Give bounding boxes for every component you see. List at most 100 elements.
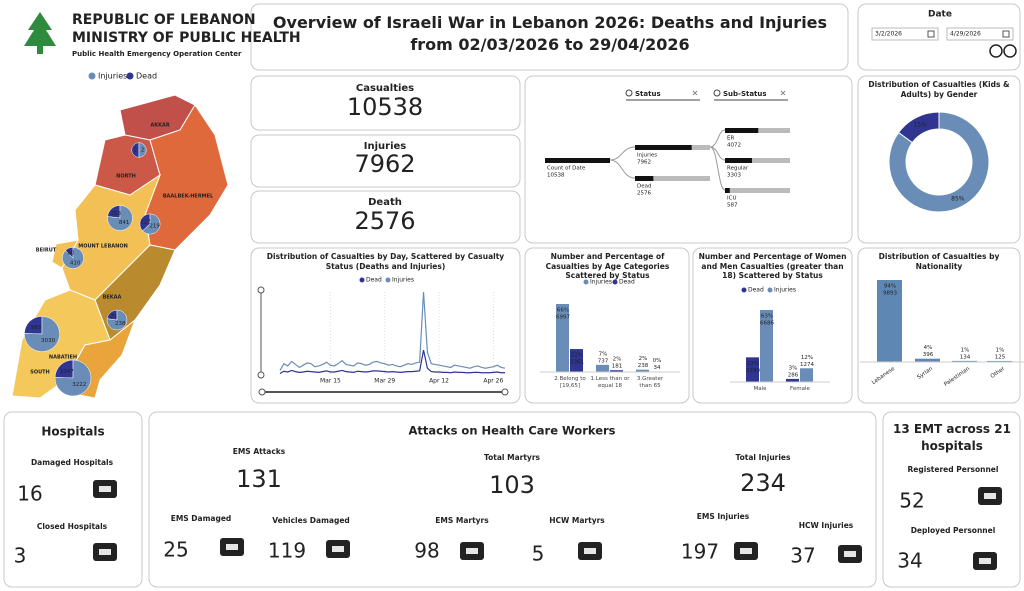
tree-bar <box>545 158 610 163</box>
tree-bar <box>725 128 759 133</box>
icon <box>99 486 111 492</box>
bar-value: 396 <box>923 352 934 358</box>
stat-value: 131 <box>236 465 282 493</box>
pie-label: 410 <box>70 260 81 266</box>
legend-swatch <box>88 72 96 80</box>
org-name: MINISTRY OF PUBLIC HEALTH <box>72 30 301 46</box>
icon <box>984 493 996 499</box>
stat-value: 52 <box>899 489 924 513</box>
icon <box>466 548 478 554</box>
bar-value: 134 <box>960 354 971 360</box>
date-input[interactable] <box>871 27 939 41</box>
connector <box>709 146 726 191</box>
tree-field: Sub-Status <box>723 90 767 98</box>
panel <box>524 75 853 244</box>
pie-label: 71 <box>110 314 117 320</box>
connector <box>609 146 636 161</box>
x-tick-label: Male <box>753 386 767 392</box>
panel <box>250 247 521 404</box>
bar <box>610 370 623 372</box>
region-label: SOUTH <box>30 370 50 376</box>
icon <box>740 548 752 554</box>
bar <box>570 349 583 372</box>
bar-value: 181 <box>612 364 623 370</box>
stat-value: 16 <box>17 482 42 506</box>
icon <box>99 549 111 555</box>
kpi-label: Casualties <box>356 83 414 94</box>
bar-value: 9893 <box>883 291 897 297</box>
pie-label: 841 <box>119 220 130 226</box>
stat-label: Deployed Personnel <box>911 526 996 535</box>
tree-bar <box>635 176 654 181</box>
slider-handle[interactable] <box>257 371 265 379</box>
legend-swatch <box>126 72 134 80</box>
bar-percent: 12% <box>801 355 813 361</box>
stat-label: EMS Martyrs <box>435 516 489 525</box>
tree-label: ICU <box>727 196 737 202</box>
region-label: AKKAR <box>150 123 169 129</box>
slider-handle[interactable] <box>501 388 509 396</box>
bar <box>596 364 609 372</box>
x-tick-label: Mar 15 <box>320 378 341 385</box>
x-tick-label: Apr 26 <box>483 378 503 385</box>
kpi-value: 7962 <box>354 150 415 178</box>
pie-label: 219 <box>149 224 160 230</box>
legend-label: Injuries <box>392 277 414 284</box>
region-label: NABATIEH <box>49 355 77 361</box>
region-label: NORTH <box>116 174 136 180</box>
org-name: REPUBLIC OF LEBANON <box>72 12 256 28</box>
icon <box>584 548 596 554</box>
legend-label: Dead <box>366 277 382 284</box>
tree-label: Injuries <box>637 153 657 159</box>
stat-value: 119 <box>268 539 306 563</box>
panel <box>250 75 521 131</box>
stat-label: Damaged Hospitals <box>31 458 114 467</box>
stat-value: 34 <box>897 549 922 573</box>
stat-label: Registered Personnel <box>908 465 999 474</box>
dashboard-title: Overview of Israeli War in Lebanon 2026:… <box>272 13 828 54</box>
pie-label: 983 <box>31 325 42 331</box>
kpi-label: Injuries <box>364 141 407 152</box>
bar-percent: 22% <box>747 361 759 367</box>
icon <box>1003 44 1017 58</box>
date-input[interactable] <box>946 27 1014 41</box>
stat-value: 197 <box>681 540 719 564</box>
pie-slice <box>24 316 60 352</box>
stat-label: Total Injuries <box>736 453 791 462</box>
slider-handle[interactable] <box>258 388 266 396</box>
tree-bar <box>635 145 692 150</box>
bar <box>987 360 1012 362</box>
legend-swatch <box>359 277 365 283</box>
bar <box>636 369 649 372</box>
bar-value: 125 <box>995 354 1006 360</box>
icon <box>989 44 1003 58</box>
chart-title: Number and Percentage of Women and Men C… <box>698 252 847 280</box>
bar-percent: 0% <box>653 358 662 364</box>
bar-value: 34 <box>654 365 661 371</box>
legend-label: Injuries <box>98 72 127 81</box>
stat-value: 103 <box>489 471 535 499</box>
bar-percent: 1% <box>996 347 1005 353</box>
kpi-label: Death <box>368 197 402 208</box>
panel <box>250 190 521 244</box>
panel <box>857 3 1021 71</box>
logo <box>37 46 43 54</box>
legend-swatch <box>767 287 773 293</box>
tree-value: 587 <box>727 203 738 209</box>
pie-slice <box>139 213 151 232</box>
bar-value: 6997 <box>556 315 570 321</box>
region-label: MOUNT LEBANON <box>78 244 128 250</box>
chart-title: Distribution of Casualties by Day, Scatt… <box>266 252 505 271</box>
stat-value: 5 <box>532 542 545 566</box>
card-title: Attacks on Health Care Workers <box>408 424 615 438</box>
x-tick-label: Apr 12 <box>429 378 449 385</box>
x-tick-label: 1.Less than or equal 18 <box>590 376 630 389</box>
stat-label: EMS Injuries <box>697 512 750 521</box>
icon <box>844 551 856 557</box>
pie-label: 127 <box>140 219 151 225</box>
slider-handle[interactable] <box>257 286 265 294</box>
close-icon <box>780 90 786 96</box>
stat-value: 98 <box>414 539 439 563</box>
stat-label: Total Martyrs <box>484 453 540 462</box>
stat-label: HCW Injuries <box>799 521 854 530</box>
